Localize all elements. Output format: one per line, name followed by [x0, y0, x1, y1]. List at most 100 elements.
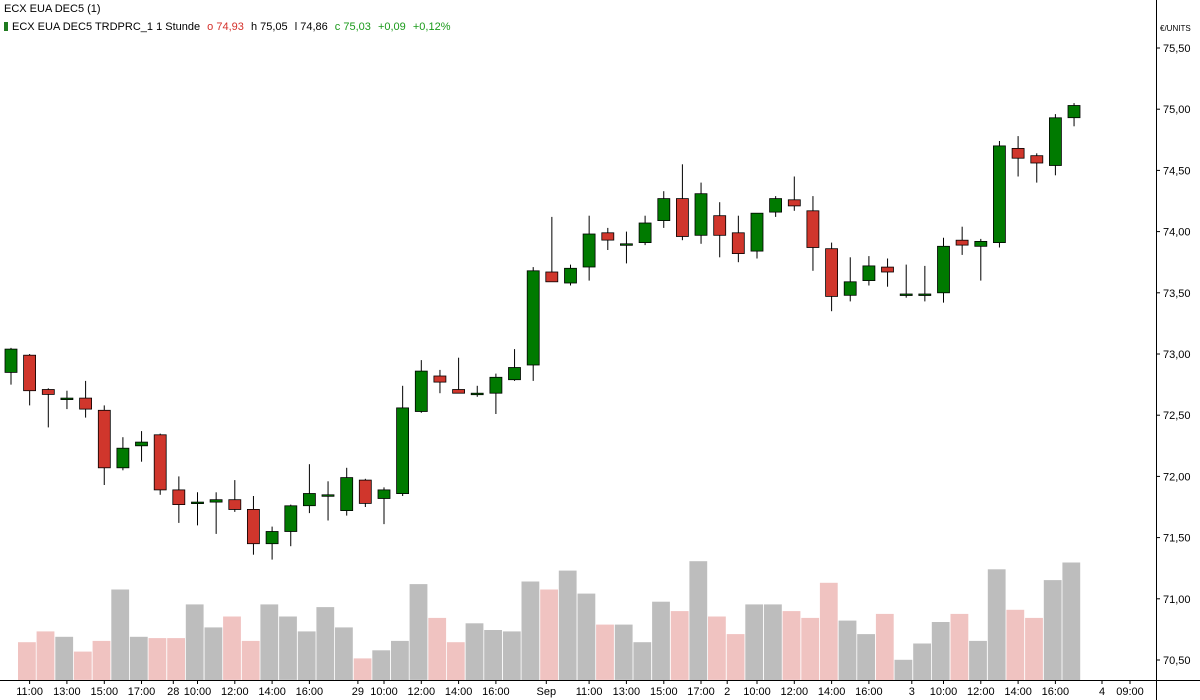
time-tick-label: 28	[167, 686, 179, 698]
price-tick-label: 75,00	[1163, 104, 1191, 116]
candle	[60, 390, 74, 410]
candle	[1011, 136, 1025, 177]
candle-body	[843, 281, 857, 296]
candle-body	[769, 198, 782, 213]
change-percent-value: +0,12%	[412, 21, 451, 33]
volume-bar	[689, 561, 708, 680]
candle	[321, 481, 335, 521]
candle-body	[153, 434, 167, 491]
volume-bar	[801, 617, 820, 680]
candle	[340, 467, 354, 516]
time-tick-label: 13:00	[53, 686, 81, 698]
candle-body	[676, 198, 689, 237]
volume-bar	[969, 640, 987, 680]
candle	[470, 385, 484, 397]
candle-body	[41, 389, 55, 395]
candle	[713, 202, 727, 258]
instrument-label: ECX EUA DEC5 TRDPRC_1 1 Stunde	[12, 21, 201, 33]
candle-body	[358, 479, 372, 504]
volume-bar	[297, 631, 316, 680]
candle	[116, 437, 130, 471]
candle-body	[228, 499, 242, 510]
candle-body	[731, 232, 745, 255]
time-tick-label: 15:00	[91, 686, 119, 698]
candle-body	[582, 233, 596, 268]
candle-body	[116, 447, 130, 469]
candle-body	[284, 505, 298, 532]
time-tick-label: 12:00	[781, 686, 809, 698]
volume-bar	[446, 642, 465, 680]
time-tick-label: 15:00	[650, 686, 678, 698]
candle-body	[396, 407, 410, 494]
volume-bar	[987, 569, 1006, 680]
price-tick-label: 72,00	[1163, 471, 1191, 483]
candle-body	[321, 494, 335, 497]
candle	[918, 265, 932, 302]
volume-bar	[73, 651, 92, 680]
volume-bar	[819, 582, 838, 680]
candle-body	[209, 499, 223, 503]
candle-body	[937, 245, 950, 294]
candle	[265, 526, 279, 560]
candle-body	[452, 389, 466, 394]
price-tick-label: 74,00	[1163, 227, 1191, 239]
candle	[545, 216, 559, 283]
time-tick-label: 12:00	[221, 686, 249, 698]
candle	[825, 242, 838, 312]
candle	[1049, 114, 1062, 176]
candle-body	[414, 370, 428, 412]
volume-bar	[316, 607, 335, 680]
candle-body	[526, 270, 540, 366]
time-tick-label: 14:00	[818, 686, 846, 698]
high-value: h 75,05	[250, 21, 288, 33]
candle	[601, 227, 615, 250]
volume-bar	[409, 584, 428, 680]
low-value: l 74,86	[294, 21, 328, 33]
volume-bar	[428, 617, 447, 680]
volume-bar	[577, 593, 596, 680]
candle	[377, 487, 391, 525]
candle-body	[172, 489, 186, 505]
candle	[452, 357, 466, 394]
volume-bar	[521, 581, 540, 680]
time-tick-label: 12:00	[967, 686, 995, 698]
candle-body	[545, 271, 559, 283]
candle	[414, 360, 428, 413]
candle	[1030, 153, 1044, 183]
candle	[302, 464, 316, 514]
candle	[23, 354, 37, 406]
candle	[694, 182, 708, 244]
candle-body	[433, 375, 447, 383]
time-tick-label: 11:00	[576, 686, 603, 698]
volume-bar	[55, 636, 74, 680]
time-tick-label: 10:00	[184, 686, 212, 698]
volume-bar	[652, 601, 670, 680]
candle	[526, 267, 540, 381]
candle	[396, 385, 410, 496]
volume-bar	[391, 640, 409, 680]
candle-body	[862, 265, 876, 281]
price-tick-labels: 75,50 75,00 74,50 74,00 73,50 73,00 72,50 72,00…	[1156, 43, 1191, 667]
volume-bar	[745, 604, 764, 680]
volume-bar	[931, 622, 950, 681]
price-tick-label: 73,50	[1163, 288, 1191, 300]
candle-body	[1067, 105, 1081, 119]
candle-series-icon	[4, 22, 8, 31]
candle	[433, 369, 447, 394]
close-value: c 75,03	[334, 21, 371, 33]
price-tick-label: 74,50	[1163, 165, 1191, 177]
change-value: +0,09	[377, 21, 406, 33]
candle	[881, 258, 894, 287]
candle-body	[489, 376, 503, 394]
candle-body	[23, 354, 37, 392]
time-tick-label: 10:00	[743, 686, 771, 698]
time-tick-label: 11:00	[16, 686, 43, 698]
volume-bar	[36, 631, 55, 680]
volume-bar	[148, 638, 167, 680]
candle-body	[825, 248, 838, 297]
volume-bar	[838, 620, 857, 680]
time-tick-label: 09:00	[1116, 686, 1144, 698]
candle-body	[657, 198, 671, 222]
candle	[582, 215, 596, 281]
candle	[731, 215, 745, 263]
